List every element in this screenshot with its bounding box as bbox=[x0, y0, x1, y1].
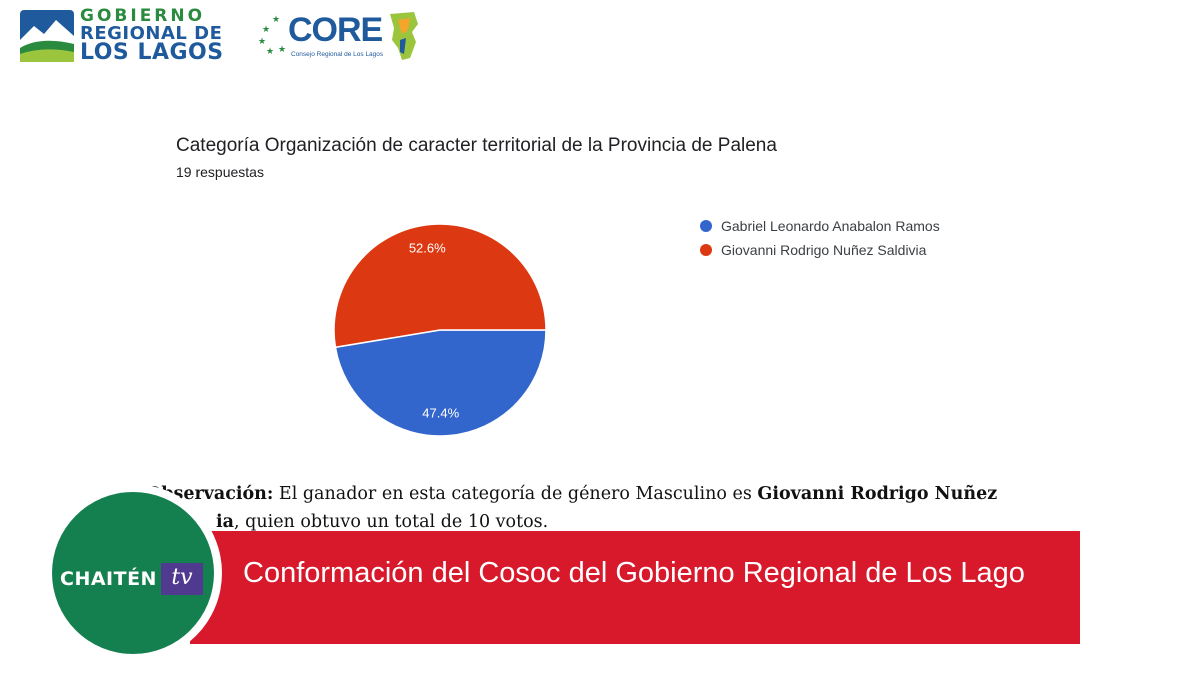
svg-text:★: ★ bbox=[278, 45, 286, 55]
svg-text:★: ★ bbox=[272, 15, 280, 25]
core-logo-word: CORE bbox=[288, 11, 383, 49]
winner-name-tail: ia bbox=[216, 512, 234, 532]
legend-item-2: Giovanni Rodrigo Nuñez Saldivia bbox=[700, 238, 940, 262]
observation-text-1: El ganador en esta categoría de género M… bbox=[273, 484, 758, 504]
legend-label-2: Giovanni Rodrigo Nuñez Saldivia bbox=[721, 242, 927, 258]
mountains-logo-icon bbox=[20, 10, 74, 62]
pie-slice-2 bbox=[333, 223, 547, 349]
gobierno-regional-logo: GOBIERNO REGIONAL DE LOS LAGOS bbox=[20, 8, 235, 66]
observation-text-2: , quien obtuvo un total de 10 votos. bbox=[234, 512, 549, 532]
core-logo: ★ ★ ★ ★ ★ CORE Consejo Regional de Los Lago… bbox=[258, 8, 428, 64]
observation-paragraph: Observación: El ganador en esta categorí… bbox=[146, 480, 1046, 536]
headline-banner bbox=[190, 531, 1080, 644]
legend-swatch-2 bbox=[700, 244, 712, 256]
observation-label: Observación: bbox=[146, 484, 274, 504]
headline-text: Conformación del Cosoc del Gobierno Regi… bbox=[243, 557, 1025, 589]
question-title: Categoría Organización de caracter terri… bbox=[176, 135, 777, 156]
chaiten-tv-logo: CHAITÉN tv bbox=[60, 563, 203, 595]
winner-name: Giovanni Rodrigo Nuñez bbox=[757, 484, 998, 504]
svg-text:★: ★ bbox=[258, 37, 266, 47]
pie-label-1: 47.4% bbox=[422, 405, 459, 420]
core-logo-subtitle: Consejo Regional de Los Lagos bbox=[291, 51, 384, 58]
logo-line-3: LOS LAGOS bbox=[80, 40, 224, 65]
chart-legend: Gabriel Leonardo Anabalon Ramos Giovanni … bbox=[700, 214, 940, 262]
logo-line-1: GOBIERNO bbox=[80, 6, 206, 26]
legend-label-1: Gabriel Leonardo Anabalon Ramos bbox=[721, 218, 940, 234]
logo-line-2: REGIONAL DE bbox=[80, 23, 223, 44]
pie-slice-1 bbox=[334, 329, 547, 437]
pie-label-2: 52.6% bbox=[409, 241, 446, 256]
region-map-icon bbox=[390, 12, 418, 60]
legend-item-1: Gabriel Leonardo Anabalon Ramos bbox=[700, 214, 940, 238]
brand-tv: tv bbox=[160, 563, 203, 595]
brand-word: CHAITÉN bbox=[60, 568, 157, 590]
response-count: 19 respuestas bbox=[176, 164, 264, 180]
svg-text:★: ★ bbox=[262, 25, 270, 35]
pie-chart: 47.4% 52.6% bbox=[333, 223, 547, 437]
legend-swatch-1 bbox=[700, 220, 712, 232]
stars-icon: ★★★ ★ ★ bbox=[258, 15, 286, 56]
svg-text:★: ★ bbox=[266, 47, 274, 56]
